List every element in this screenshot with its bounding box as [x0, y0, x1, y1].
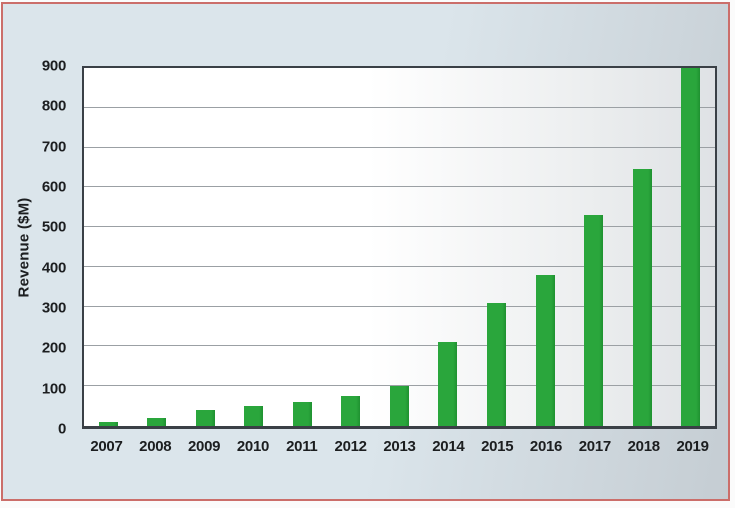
- bar-2011: [292, 402, 312, 426]
- bar-2019: [681, 68, 701, 426]
- x-tick-label: 2016: [529, 438, 563, 455]
- y-axis-tick-labels: 0 100 200 300 400 500 600 700 800 900: [3, 59, 74, 437]
- gridline: [84, 305, 715, 307]
- x-tick-label: 2015: [481, 438, 514, 455]
- y-tick-label: 400: [41, 259, 66, 277]
- bar-slot: [569, 68, 618, 426]
- y-tick-label: 0: [57, 420, 66, 438]
- bar-slot: [666, 68, 715, 426]
- chart-panel: Revenue ($M) 0 100 200 300 400 500 600 700 800 90…: [1, 2, 730, 501]
- gridline: [84, 226, 715, 228]
- y-tick-label: 600: [41, 178, 66, 196]
- bar-slot: [472, 68, 521, 426]
- bar-slot: [230, 68, 279, 426]
- y-tick-label: 700: [41, 138, 66, 156]
- gridline: [84, 106, 715, 108]
- bar-2007: [98, 422, 118, 426]
- y-tick-label: 800: [41, 97, 66, 115]
- bar-2013: [389, 386, 409, 426]
- bar-slot: [521, 68, 570, 426]
- bar-series: [84, 68, 715, 426]
- bar-2018: [632, 169, 652, 426]
- bar-2015: [487, 302, 507, 426]
- x-axis-tick-labels: 2007 2008 2009 2010 2011 2012 2013 2014 2015 2016…: [82, 437, 717, 457]
- bar-2014: [438, 342, 458, 426]
- bar-2012: [341, 396, 361, 426]
- x-tick-label: 2014: [432, 438, 465, 455]
- bar-slot: [424, 68, 473, 426]
- gridline: [84, 186, 715, 188]
- y-tick-label: 900: [41, 57, 66, 75]
- bar-slot: [618, 68, 667, 426]
- bar-slot: [327, 68, 376, 426]
- x-tick-label: 2018: [627, 438, 660, 455]
- y-tick-label: 100: [41, 380, 66, 398]
- plot-area: [82, 66, 717, 429]
- bar-2017: [584, 215, 604, 426]
- bar-2016: [535, 274, 555, 426]
- gridline: [84, 265, 715, 267]
- x-tick-label: 2007: [90, 438, 123, 455]
- gridline: [84, 345, 715, 347]
- bar-2010: [244, 406, 264, 426]
- x-tick-label: 2010: [236, 438, 270, 455]
- x-tick-label: 2012: [334, 438, 367, 455]
- bar-slot: [84, 68, 133, 426]
- bar-slot: [181, 68, 230, 426]
- x-tick-label: 2009: [188, 438, 221, 455]
- bar-slot: [375, 68, 424, 426]
- x-tick-label: 2017: [578, 438, 611, 455]
- bar-2009: [195, 410, 215, 426]
- y-tick-label: 300: [41, 299, 66, 317]
- bar-slot: [133, 68, 182, 426]
- bar-2008: [147, 418, 167, 426]
- y-tick-label: 500: [41, 218, 66, 236]
- x-tick-label: 2008: [139, 438, 172, 455]
- x-tick-label: 2019: [676, 438, 709, 455]
- bar-slot: [278, 68, 327, 426]
- x-tick-label: 2011: [286, 438, 318, 455]
- gridline: [84, 385, 715, 387]
- gridline: [84, 146, 715, 148]
- x-tick-label: 2013: [383, 438, 416, 455]
- y-tick-label: 200: [41, 339, 66, 357]
